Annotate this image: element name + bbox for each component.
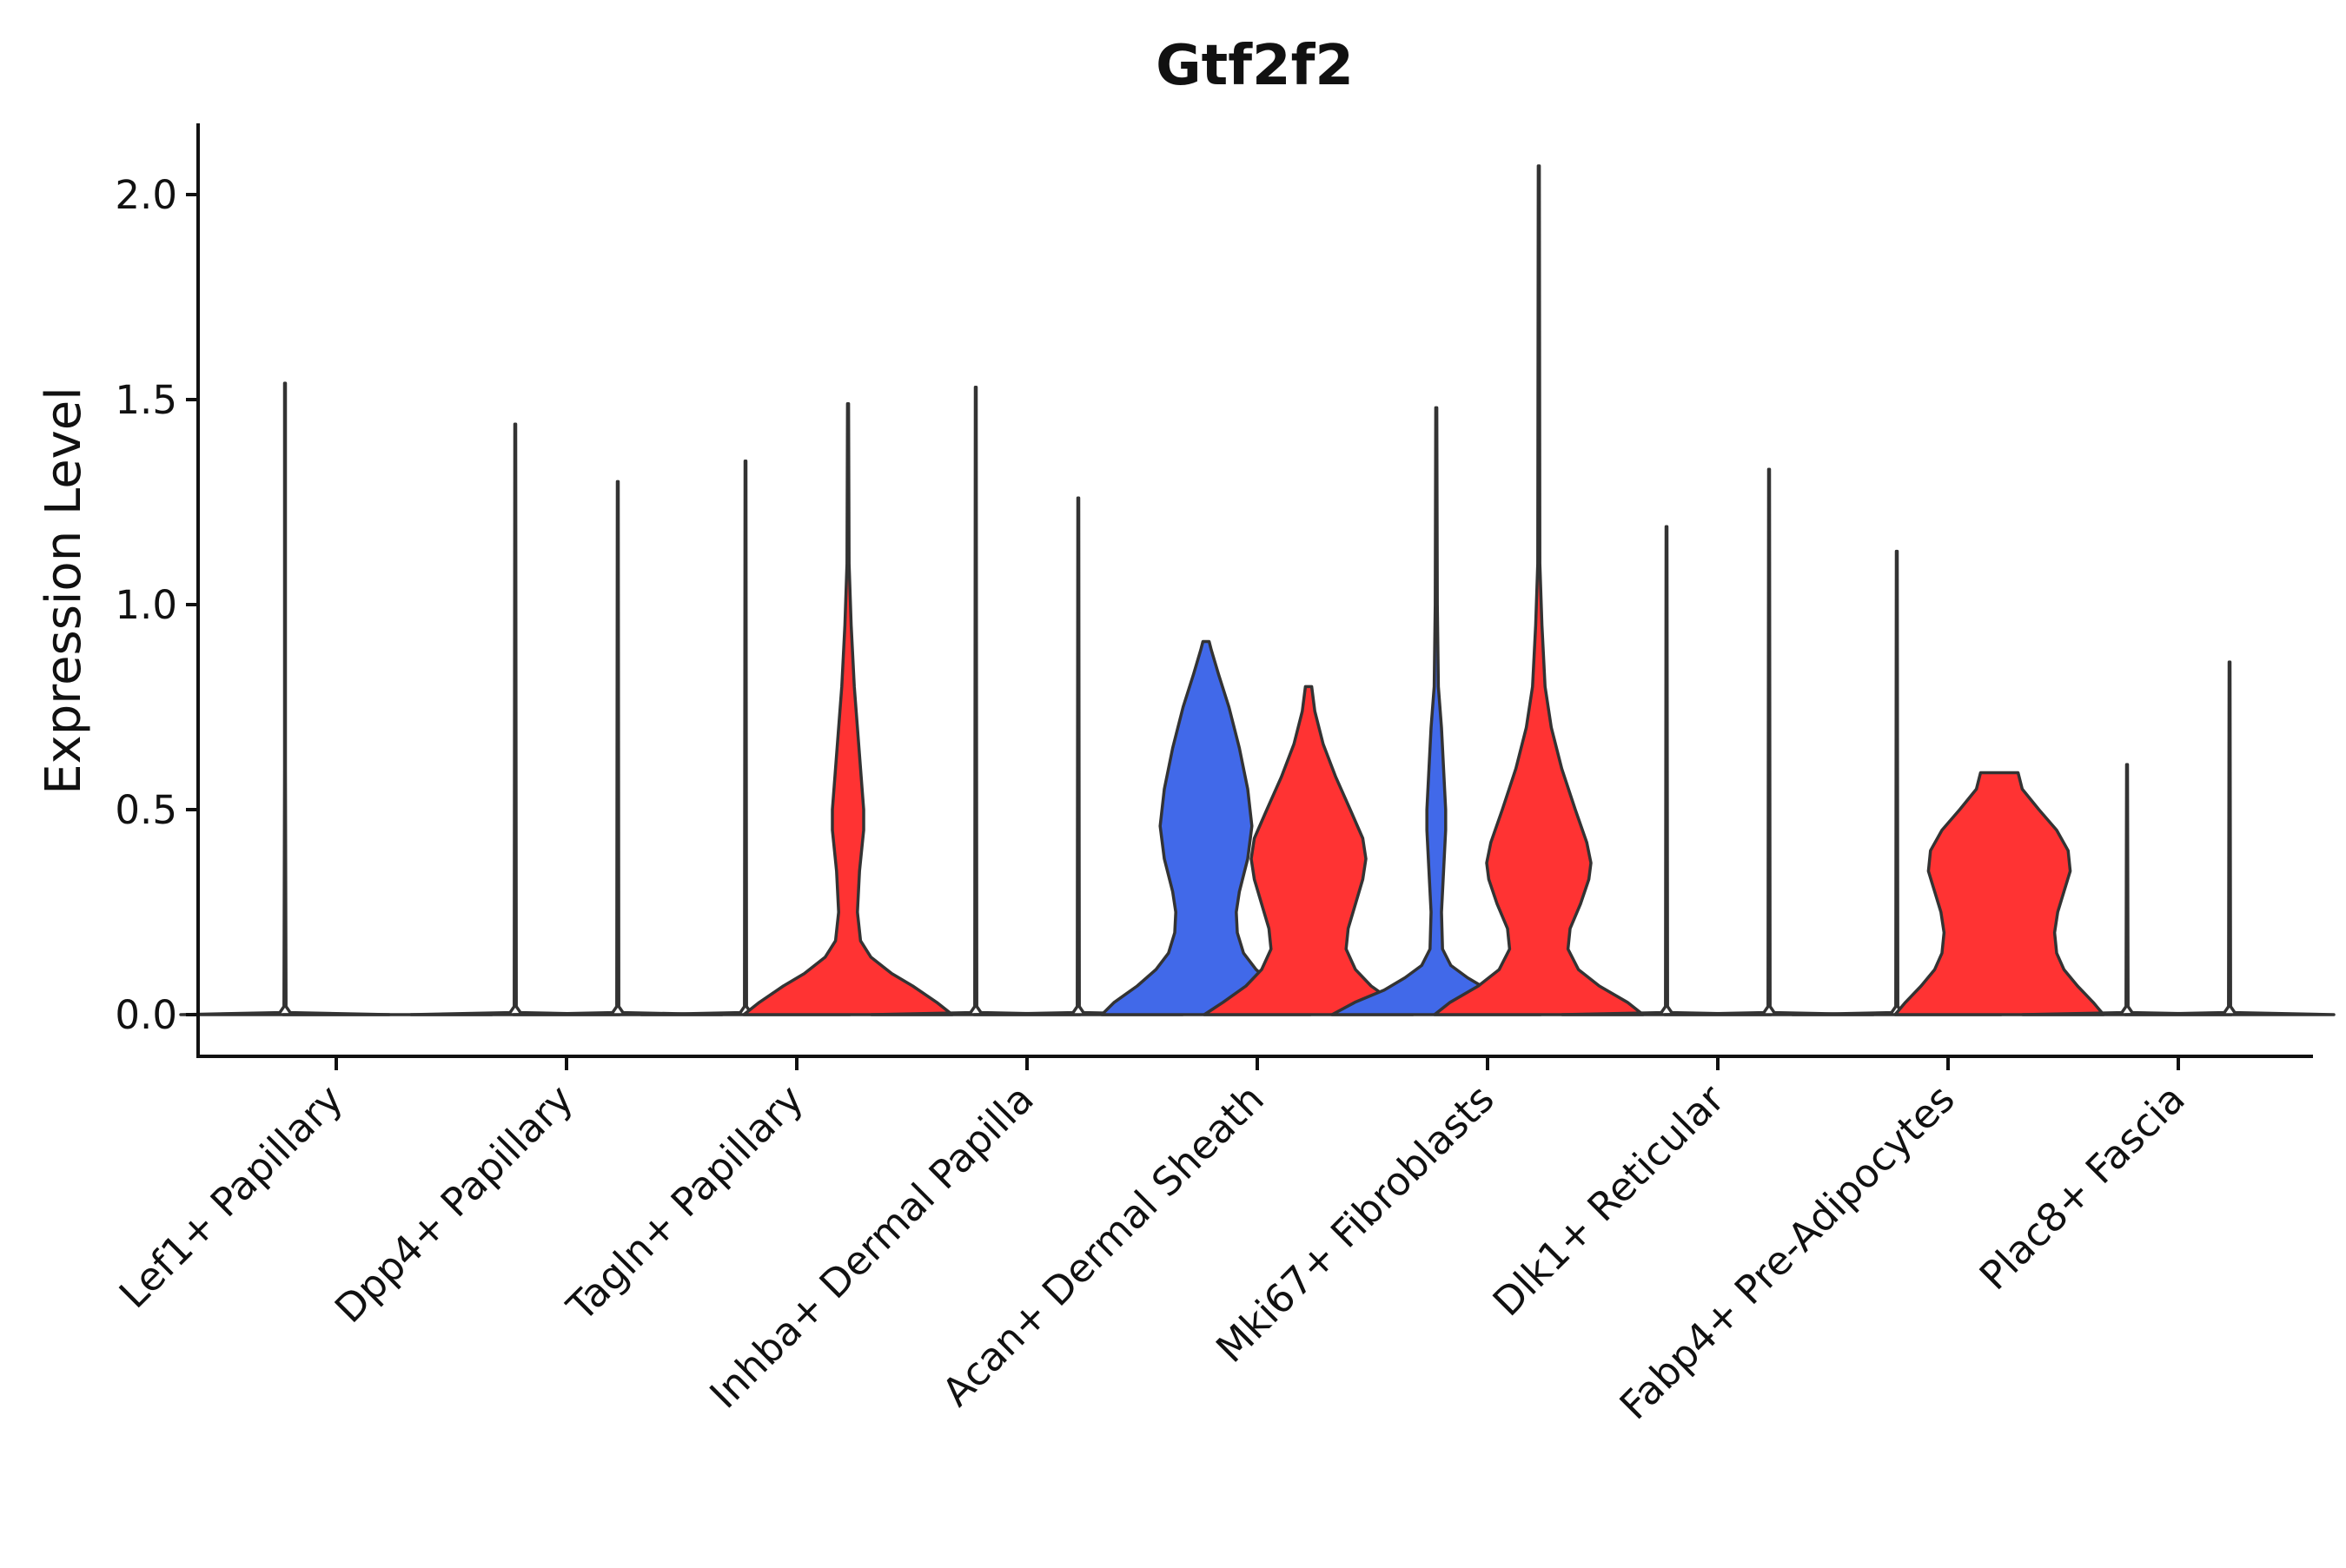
y-tick-label: 1.0	[115, 582, 177, 628]
violin-shape	[640, 460, 852, 1016]
violin-shape	[742, 401, 954, 1016]
x-tick-label: Plac8+ Fascia	[1971, 1075, 2194, 1299]
violin-shape	[512, 480, 724, 1016]
y-tick-label: 1.5	[115, 377, 177, 423]
axes	[196, 123, 2313, 1058]
violin-shape	[179, 381, 391, 1016]
violin-shape	[1100, 639, 1312, 1016]
x-tick-label: Dpp4+ Papillary	[326, 1075, 582, 1332]
violin-shape	[1330, 406, 1542, 1016]
x-tick-label: Lef1+ Papillary	[110, 1075, 352, 1317]
violin-shape	[1893, 771, 2105, 1016]
x-tick-label: Tagln+ Papillary	[558, 1075, 812, 1330]
x-tick-label: Dlk1+ Reticular	[1484, 1075, 1733, 1325]
violin-shape	[972, 496, 1184, 1016]
violin-shape	[1663, 467, 1875, 1016]
violin-shape	[870, 386, 1082, 1016]
y-ticks: 0.0 0.5 1.0 1.5 2.0	[115, 172, 198, 1038]
violin-shape	[1561, 525, 1773, 1016]
violin-shape	[1203, 685, 1415, 1016]
chart-title: Gtf2f2	[1156, 34, 1354, 98]
y-axis-label: Expression Level	[36, 387, 92, 795]
y-tick-label: 0.5	[115, 787, 177, 833]
violin-shape	[409, 422, 621, 1016]
violin-shape	[2021, 763, 2233, 1016]
violin-layer	[179, 164, 2336, 1016]
violin-shape	[2124, 660, 2336, 1016]
violin-shape	[1433, 164, 1645, 1016]
y-tick-label: 0.0	[115, 992, 177, 1038]
y-tick-label: 2.0	[115, 172, 177, 218]
